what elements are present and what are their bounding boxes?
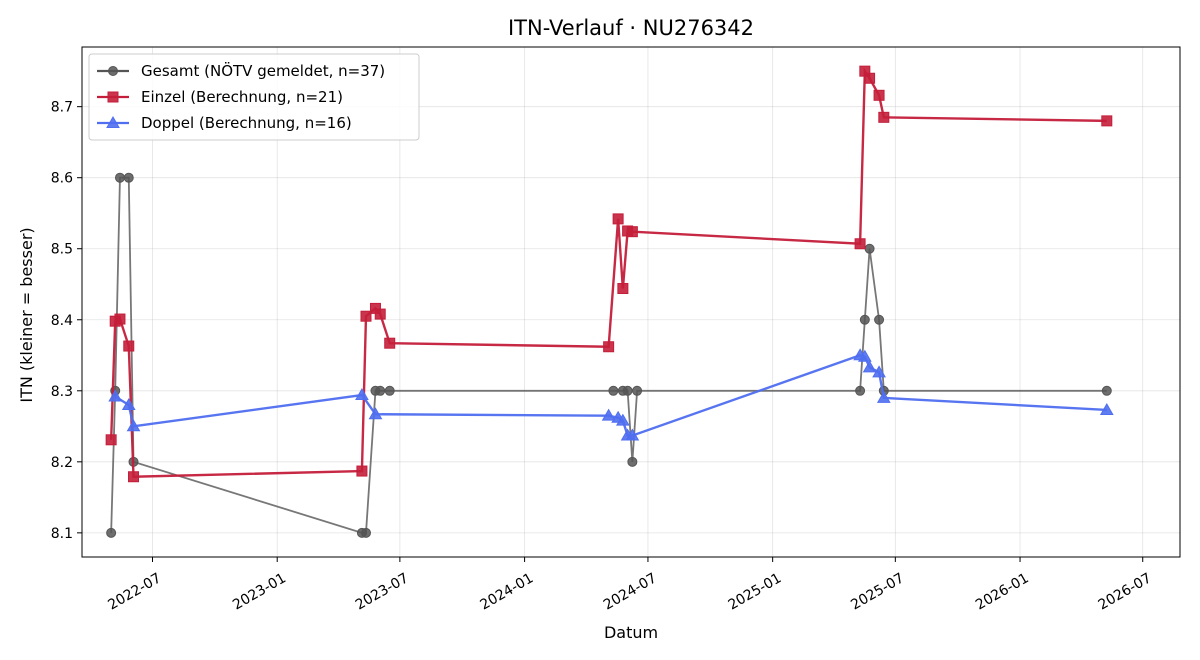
data-point <box>603 341 615 353</box>
data-point <box>105 434 117 446</box>
data-point <box>859 314 870 325</box>
legend-box <box>88 53 420 141</box>
data-point <box>857 349 872 362</box>
legend-label: Gesamt (NÖTV gemeldet, n=37) <box>141 61 385 80</box>
data-point <box>854 238 866 250</box>
data-point <box>114 313 126 325</box>
y-tick-label: 8.7 <box>51 100 73 116</box>
data-point <box>106 527 117 538</box>
y-tick-label: 8.5 <box>51 242 73 258</box>
data-point <box>360 527 371 538</box>
data-point <box>864 243 875 254</box>
series-3 <box>108 348 1114 441</box>
y-tick-label: 8.3 <box>51 384 73 400</box>
series-1 <box>106 172 1112 538</box>
data-point <box>862 360 877 373</box>
y-tick-label: 8.1 <box>51 526 73 542</box>
plot-frame <box>81 46 1181 558</box>
data-point <box>384 337 396 349</box>
data-point <box>114 172 125 183</box>
data-point <box>384 385 395 396</box>
data-point <box>612 213 624 225</box>
data-point <box>355 388 369 401</box>
data-point <box>1101 385 1112 396</box>
data-point <box>616 413 630 426</box>
data-point <box>1099 402 1114 415</box>
data-point <box>626 226 638 238</box>
data-point <box>876 390 891 403</box>
y-tick-label: 8.4 <box>51 313 73 329</box>
data-point <box>617 283 629 295</box>
legend-item: Gesamt (NÖTV gemeldet, n=37) <box>97 61 385 80</box>
legend-swatch-marker <box>106 115 120 128</box>
data-point <box>360 310 372 322</box>
y-tick-label: 8.2 <box>51 455 73 471</box>
data-point <box>356 465 368 477</box>
data-point <box>625 428 640 441</box>
legend-label: Doppel (Berechnung, n=16) <box>141 114 352 132</box>
legend-swatch-marker <box>107 91 119 103</box>
data-point <box>608 385 619 396</box>
data-point <box>874 314 885 325</box>
data-point <box>108 389 123 402</box>
data-point <box>873 89 885 101</box>
data-point <box>872 365 886 378</box>
legend-label: Einzel (Berechnung, n=21) <box>141 88 343 106</box>
data-point <box>622 385 633 396</box>
legend-item: Doppel (Berechnung, n=16) <box>97 114 352 132</box>
series-2 <box>105 65 1113 483</box>
data-point <box>123 172 134 183</box>
chart-title: ITN-Verlauf · NU276342 <box>508 16 754 40</box>
data-point <box>627 456 638 467</box>
y-axis-title: ITN (kleiner = besser) <box>17 227 36 402</box>
y-tick-label: 8.6 <box>51 171 73 187</box>
series-layer <box>105 65 1114 538</box>
data-point <box>864 72 876 84</box>
data-point <box>1101 115 1113 127</box>
data-point <box>601 408 616 421</box>
data-point <box>632 385 643 396</box>
data-point <box>375 385 386 396</box>
data-point <box>878 111 890 123</box>
data-point <box>374 308 386 320</box>
legend-swatch-marker <box>108 66 118 76</box>
legend-item: Einzel (Berechnung, n=21) <box>97 88 343 106</box>
data-point <box>126 419 141 432</box>
x-axis-title: Datum <box>604 623 658 642</box>
data-point <box>121 397 136 410</box>
data-point <box>128 471 140 483</box>
legend: Gesamt (NÖTV gemeldet, n=37) Einzel (Bere… <box>88 53 420 141</box>
data-point <box>855 385 866 396</box>
data-point <box>123 340 135 352</box>
data-point <box>368 407 383 420</box>
